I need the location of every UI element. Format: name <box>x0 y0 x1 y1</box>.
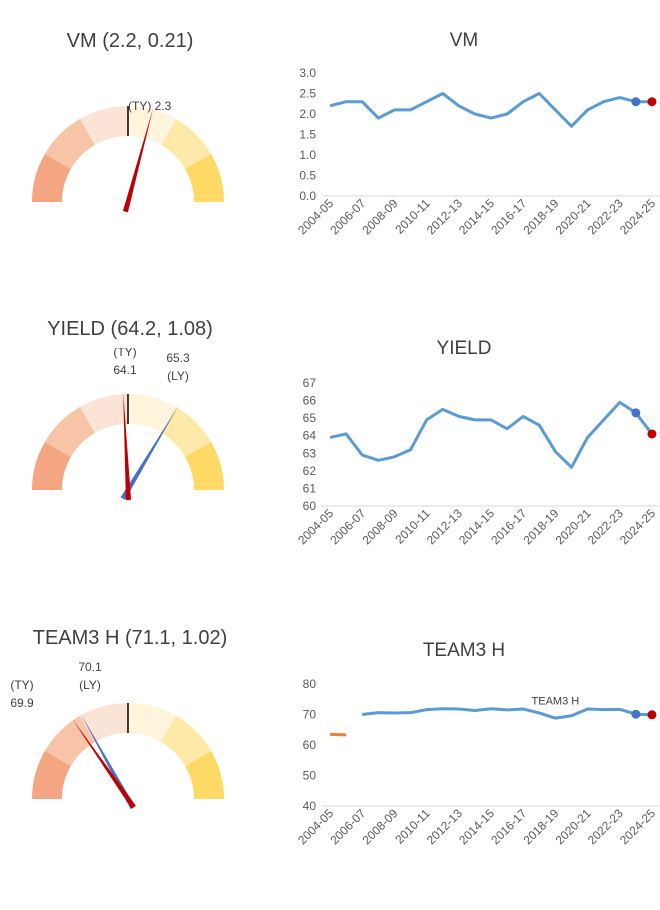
gauge-vm: VM (2.2, 0.21) (TY) 2.3 <box>0 30 260 300</box>
gauge-band <box>44 118 95 169</box>
gauge-band <box>185 751 224 799</box>
ty-label-line1: (TY) <box>10 678 33 692</box>
line-chart-vm: VM 0.0 0.5 1.0 1.5 2.0 2.5 3.0 2004-05 2006-07 20… <box>268 30 660 300</box>
gauge-chart: (TY) 2.3 <box>32 99 224 213</box>
gauge-chart: (TY) 69.9 70.1 (LY) <box>10 660 224 810</box>
gauge-band <box>128 106 176 145</box>
gauge-band <box>44 406 95 457</box>
gauge-band <box>161 118 212 169</box>
ly-label-line1: 70.1 <box>78 660 102 674</box>
chart-title: YIELD <box>436 338 492 359</box>
ty-needle <box>123 392 132 501</box>
y-tick-label: 40 <box>303 799 317 813</box>
line-chart-yield: YIELD 60 61 62 63 64 65 66 67 2004-05 2006-07 2008… <box>268 338 660 608</box>
gauge-band <box>185 154 224 202</box>
gauge-band <box>80 703 128 742</box>
ty-point <box>647 97 657 107</box>
ly-point <box>631 97 641 107</box>
y-tick-label: 63 <box>303 446 317 460</box>
y-tick-label: 60 <box>303 499 317 513</box>
x-tick-label: 2024-25 <box>617 806 658 847</box>
x-tick-label: 2008-09 <box>360 196 401 237</box>
gauge-band <box>185 442 224 490</box>
ty-point <box>647 710 657 720</box>
ly-point <box>631 408 641 418</box>
gauge-team3h: TEAM3 H (71.1, 1.02) (TY) 69.9 70.1 (LY) <box>0 627 260 897</box>
ly-needle <box>80 713 136 810</box>
ly-label-line1: 65.3 <box>166 351 190 365</box>
ly-needle <box>120 405 179 500</box>
ty-needle <box>72 718 136 809</box>
gauge-band <box>32 154 71 202</box>
y-tick-label: 1.5 <box>299 128 316 142</box>
gauge-title: TEAM3 H (71.1, 1.02) <box>32 627 228 649</box>
chart-title: TEAM3 H <box>422 640 506 661</box>
gauge-yield: YIELD (64.2, 1.08) (TY) 64.1 65.3 (LY) <box>0 318 260 588</box>
y-tick-label: 65 <box>303 411 317 425</box>
x-tick-label: 2008-09 <box>360 806 401 847</box>
series-line <box>362 707 653 720</box>
gauge-band <box>128 394 176 433</box>
series-label: TEAM3 H <box>532 696 580 708</box>
gauge-band <box>32 751 71 799</box>
x-tick-label: 2024-25 <box>617 196 658 237</box>
gauge-title: YIELD (64.2, 1.08) <box>47 318 213 340</box>
series-line <box>329 732 347 737</box>
line-chart-team3h: TEAM3 H 40 50 60 70 80 2004-05 2006-07 2008-09 2… <box>268 640 660 910</box>
y-tick-label: 50 <box>303 769 317 783</box>
y-tick-label: 64 <box>303 429 317 443</box>
y-tick-label: 67 <box>303 376 317 390</box>
y-tick-label: 80 <box>303 677 317 691</box>
y-tick-label: 2.5 <box>299 87 316 101</box>
ly-label-line2: (LY) <box>79 678 101 692</box>
ly-point <box>631 709 641 719</box>
gauge-chart: (TY) 64.1 65.3 (LY) <box>32 348 224 501</box>
y-tick-label: 0.0 <box>299 189 316 203</box>
x-tick-label: 2024-25 <box>617 506 658 547</box>
gauge-band <box>161 715 212 766</box>
y-tick-label: 0.5 <box>299 169 316 183</box>
gauge-band <box>161 406 212 457</box>
line-chart: 0.00.51.01.52.02.53.02004-052006-072008-… <box>295 66 660 237</box>
ty-point <box>647 429 657 439</box>
line-chart: 40506070802004-052006-072008-092010-1120… <box>295 677 660 847</box>
ty-label-line2: 64.1 <box>113 363 137 377</box>
y-tick-label: 1.0 <box>299 148 316 162</box>
gauge-band <box>128 703 176 742</box>
series-line <box>329 92 652 128</box>
gauge-band <box>80 394 128 433</box>
y-tick-label: 70 <box>303 708 317 722</box>
ty-label: (TY) 2.3 <box>128 99 172 113</box>
ty-label-line1: (TY) <box>113 348 136 359</box>
y-tick-label: 2.0 <box>299 107 316 121</box>
ty-label-line2: 69.9 <box>10 696 34 710</box>
gauge-band <box>44 715 95 766</box>
y-tick-label: 66 <box>303 394 317 408</box>
chart-title: VM <box>449 30 479 51</box>
y-tick-label: 3.0 <box>299 66 316 80</box>
y-tick-label: 60 <box>303 738 317 752</box>
gauge-title: VM (2.2, 0.21) <box>66 30 194 52</box>
y-tick-label: 62 <box>303 464 317 478</box>
gauge-band <box>80 106 128 145</box>
y-tick-label: 61 <box>303 481 317 495</box>
ly-label-line2: (LY) <box>167 369 189 383</box>
gauge-band <box>32 442 71 490</box>
line-chart: 60616263646566672004-052006-072008-09201… <box>295 376 660 547</box>
ty-needle <box>122 107 154 213</box>
series-line <box>329 400 654 469</box>
x-tick-label: 2008-09 <box>360 506 401 547</box>
